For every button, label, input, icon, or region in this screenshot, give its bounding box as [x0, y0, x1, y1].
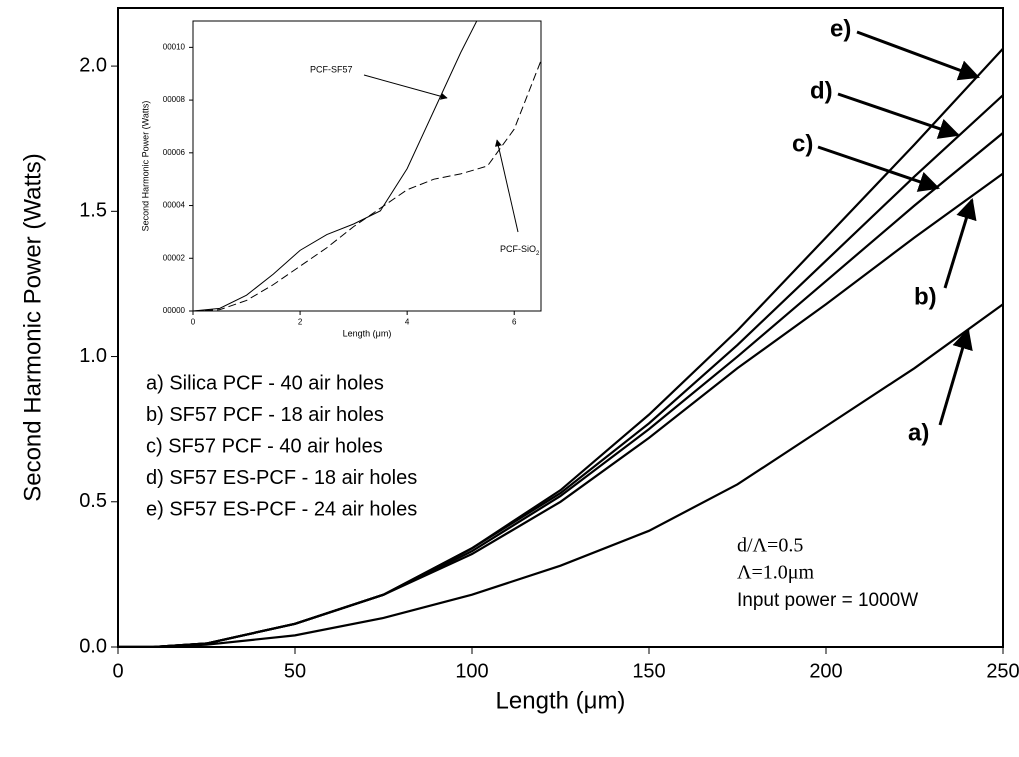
- x-tick-label: 250: [986, 660, 1019, 682]
- x-tick-label: 6: [512, 317, 517, 326]
- y-tick-label: 0.0: [79, 635, 107, 657]
- y-axis-label: Second Harmonic Power (Watts): [140, 101, 150, 232]
- series-label: PCF-SF57: [310, 64, 353, 74]
- annotation: d/Λ=0.5: [737, 535, 803, 557]
- x-tick-label: 150: [632, 660, 665, 682]
- x-axis-label: Length (μm): [496, 687, 626, 714]
- curve-label: a): [908, 419, 929, 446]
- annotation: Input power = 1000W: [737, 590, 918, 611]
- inset-arrows: [363, 74, 519, 233]
- y-tick-label: 00010: [163, 42, 186, 51]
- legend-entry: c) SF57 PCF - 40 air holes: [146, 435, 383, 457]
- curve-arrows: [817, 30, 980, 426]
- x-tick-label: 100: [455, 660, 488, 682]
- x-tick-label: 0: [112, 660, 123, 682]
- y-tick-label: 1.5: [79, 200, 107, 222]
- curve-label: d): [810, 77, 833, 104]
- legend-entry: a) Silica PCF - 40 air holes: [146, 372, 384, 394]
- y-tick-label: 0.5: [79, 490, 107, 512]
- y-tick-label: 00000: [163, 306, 186, 315]
- x-tick-label: 0: [191, 317, 196, 326]
- series-line: [193, 21, 478, 311]
- y-tick-label: 2.0: [79, 54, 107, 76]
- y-tick-label: 1.0: [79, 345, 107, 367]
- plot-frame: [117, 7, 1004, 648]
- y-tick-label: 00006: [163, 148, 186, 157]
- x-tick-label: 2: [298, 317, 303, 326]
- x-tick-label: 50: [284, 660, 306, 682]
- inset-frame: [192, 20, 542, 312]
- annotation: Λ=1.0μm: [737, 562, 815, 584]
- x-axis-label: Length (μm): [343, 329, 392, 339]
- legend-entry: e) SF57 ES-PCF - 24 air holes: [146, 498, 417, 520]
- y-tick-label: 00002: [163, 253, 186, 262]
- label-text: PCF-SiO: [500, 244, 536, 254]
- y-tick-label: 00004: [163, 201, 186, 210]
- x-tick-label: 4: [405, 317, 410, 326]
- legend-entry: d) SF57 ES-PCF - 18 air holes: [146, 467, 417, 489]
- label-subscript: 2: [536, 251, 540, 257]
- x-tick-label: 200: [809, 660, 842, 682]
- curve-label: e): [830, 15, 851, 42]
- series-line: [193, 60, 541, 311]
- series-line: [118, 47, 1003, 647]
- curve-label: c): [792, 130, 813, 157]
- curve-label: b): [914, 283, 937, 310]
- y-axis-label: Second Harmonic Power (Watts): [19, 153, 46, 502]
- y-tick-label: 00008: [163, 95, 186, 104]
- legend-entry: b) SF57 PCF - 18 air holes: [146, 404, 384, 426]
- series-label: PCF-SiO2: [500, 244, 540, 256]
